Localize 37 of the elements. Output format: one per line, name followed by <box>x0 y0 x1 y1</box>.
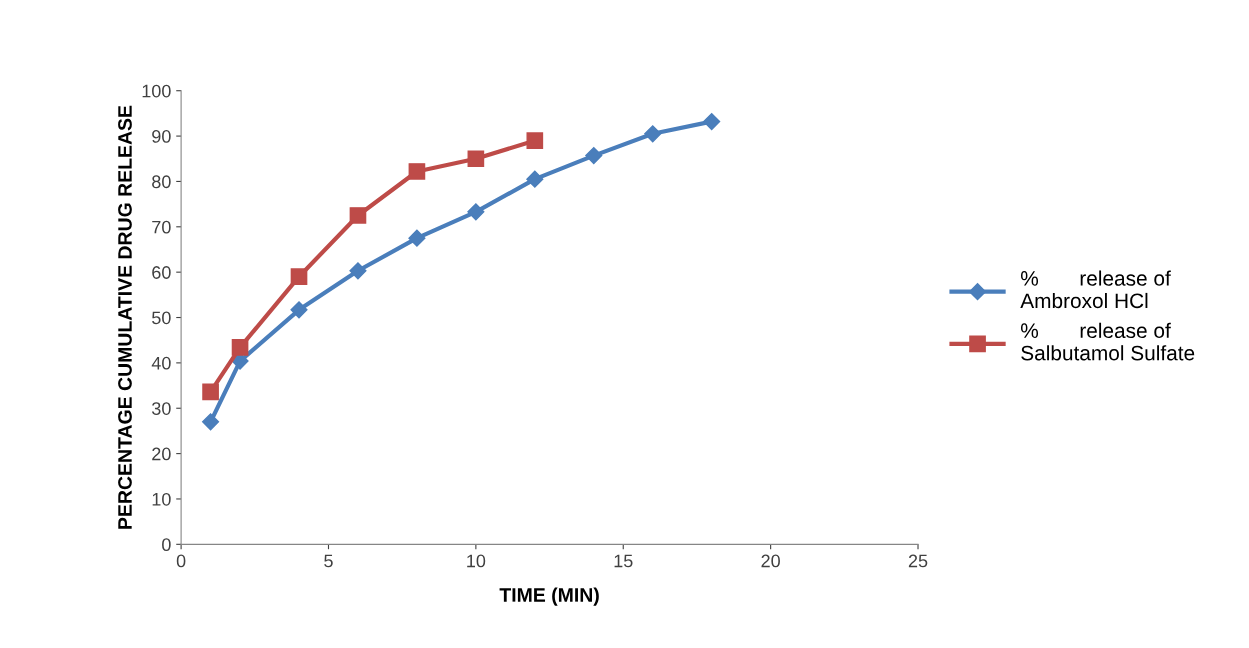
y-axis-title: PERCENTAGE CUMULATIVE DRUG RELEASE <box>118 105 132 529</box>
point <box>703 113 721 131</box>
point <box>202 413 220 431</box>
x-tick-label: 25 <box>908 554 928 568</box>
point <box>644 125 662 143</box>
y-tick-label: 0 <box>162 538 171 552</box>
x-tick-label: 20 <box>761 554 780 568</box>
y-tick-label: 10 <box>152 492 171 506</box>
point <box>349 262 367 280</box>
legend-label: % release of Ambroxol HCl <box>1020 270 1171 309</box>
y-tick-label: 50 <box>152 311 171 325</box>
y-tick-label: 30 <box>151 402 171 415</box>
point <box>467 150 485 168</box>
x-tick-label: 5 <box>324 554 333 568</box>
point <box>290 301 308 319</box>
point <box>526 132 544 149</box>
point <box>231 339 249 356</box>
point <box>408 163 426 180</box>
y-tick-label: 80 <box>152 175 171 189</box>
x-tick-label: 10 <box>467 554 486 568</box>
point <box>290 268 308 286</box>
point <box>408 229 426 247</box>
x-tick-label: 15 <box>614 554 633 568</box>
y-tick-label: 20 <box>152 447 171 461</box>
x-axis-title: TIME (MIN) <box>499 587 599 606</box>
y-tick-label: 90 <box>152 130 171 143</box>
point <box>585 147 603 165</box>
y-tick-label: 40 <box>151 356 171 370</box>
y-tick-label: 70 <box>152 220 171 234</box>
point <box>349 207 367 224</box>
x-tick-label: 0 <box>176 554 186 568</box>
point <box>467 203 485 221</box>
point <box>202 383 219 401</box>
legend-label: % release of Salbutamol Sulfate <box>1021 322 1195 361</box>
point <box>526 170 544 188</box>
y-tick-label: 60 <box>152 266 171 279</box>
y-tick-label: 100 <box>142 84 171 98</box>
